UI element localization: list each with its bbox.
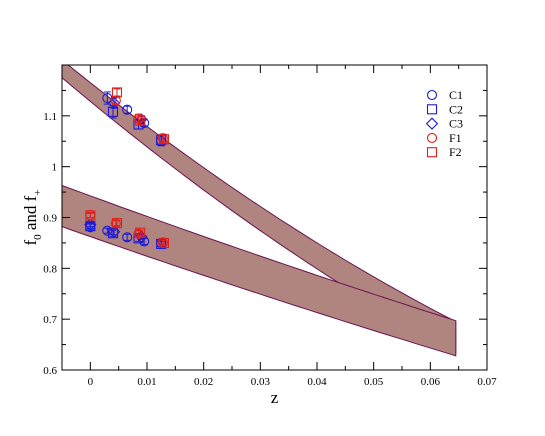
data-point	[133, 113, 144, 124]
y-axis-title-part: f	[21, 240, 40, 246]
data-point	[158, 134, 170, 145]
legend-item-f2: F2	[426, 145, 462, 159]
x-axis-title: z	[271, 388, 279, 407]
y-axis-title-subscript: +	[32, 189, 44, 195]
y-tick-label: 1	[52, 162, 58, 174]
confidence-bands	[62, 65, 457, 357]
y-axis-title-subscript: 0	[32, 234, 44, 240]
x-tick-label: 0.03	[251, 376, 271, 388]
legend-marker	[426, 147, 438, 158]
data-point	[102, 225, 113, 236]
x-tick-label: 0.06	[421, 376, 441, 388]
legend-item-c1: C1	[426, 88, 463, 102]
data-point	[135, 115, 146, 126]
data-point	[135, 227, 146, 238]
legend-marker	[426, 89, 438, 101]
data-point	[107, 96, 121, 110]
legend-item-c3: C3	[425, 117, 463, 131]
legend-item-f1: F1	[426, 131, 462, 145]
legend-marker	[426, 104, 438, 115]
legend-label: C1	[449, 88, 463, 102]
data-point	[158, 237, 170, 248]
y-tick-label: 1.1	[43, 111, 57, 123]
axis-ticks: 0 0.01 0.02 0.03 0.04 0.05 0.06 0.07 0.6 0.7 0.8 0.…	[43, 64, 497, 388]
legend-label: F2	[449, 145, 462, 159]
data-point	[157, 133, 168, 144]
x-tick-label: 0.04	[307, 376, 327, 388]
x-tick-label: 0.05	[364, 376, 384, 388]
data-point	[122, 232, 133, 243]
y-tick-label: 0.9	[43, 213, 57, 225]
data-point	[107, 225, 121, 238]
x-tick-label: 0.01	[137, 376, 156, 388]
y-tick-label: 0.7	[43, 314, 57, 326]
legend-label: C2	[449, 102, 463, 116]
x-tick-label: 0.07	[477, 376, 497, 388]
data-point	[85, 210, 96, 221]
data-point	[84, 218, 97, 231]
legend-item-c2: C2	[426, 102, 463, 116]
legend-marker	[425, 117, 439, 130]
legend-marker	[426, 132, 438, 143]
x-tick-label: 0.02	[194, 376, 213, 388]
x-tick-label: 0	[88, 376, 94, 388]
data-point	[122, 104, 133, 115]
y-tick-label: 0.6	[43, 365, 57, 377]
data-point	[156, 135, 167, 146]
data-points	[84, 87, 170, 249]
data-point	[111, 218, 123, 229]
y-tick-label: 0.8	[43, 263, 57, 275]
y-axis-title: f0 and f+	[21, 189, 44, 245]
data-point	[111, 87, 123, 98]
legend-label: F1	[449, 131, 462, 145]
series-f2	[85, 87, 170, 248]
legend-label: C3	[449, 117, 463, 131]
band-2	[62, 184, 457, 357]
data-point	[133, 228, 144, 239]
y-axis-title-part: and f	[21, 195, 40, 234]
